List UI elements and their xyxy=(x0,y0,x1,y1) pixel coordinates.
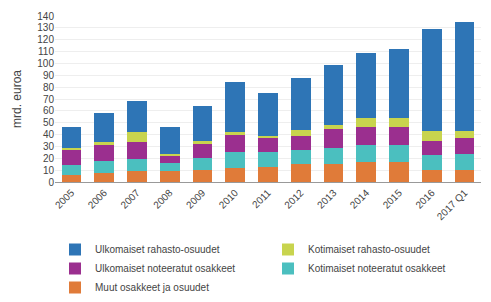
svg-text:120: 120 xyxy=(37,34,54,45)
svg-text:10: 10 xyxy=(43,165,55,176)
svg-text:Ulkomaiset noteeratut osakkeet: Ulkomaiset noteeratut osakkeet xyxy=(95,263,235,274)
svg-text:Kotimaiset noteeratut osakkeet: Kotimaiset noteeratut osakkeet xyxy=(308,263,446,274)
svg-text:2017 Q1: 2017 Q1 xyxy=(435,187,470,222)
svg-text:100: 100 xyxy=(37,58,54,69)
svg-text:2008: 2008 xyxy=(151,187,175,211)
svg-text:2011: 2011 xyxy=(250,187,273,210)
svg-text:50: 50 xyxy=(43,117,55,128)
svg-text:60: 60 xyxy=(43,105,55,116)
svg-text:2015: 2015 xyxy=(381,187,405,211)
svg-text:140: 140 xyxy=(37,11,54,22)
svg-text:2009: 2009 xyxy=(184,187,208,211)
svg-text:Kotimaiset rahasto-osuudet: Kotimaiset rahasto-osuudet xyxy=(308,244,430,255)
svg-text:Ulkomaiset rahasto-osuudet: Ulkomaiset rahasto-osuudet xyxy=(95,244,220,255)
svg-text:2006: 2006 xyxy=(86,187,110,211)
svg-text:90: 90 xyxy=(43,70,55,81)
svg-text:30: 30 xyxy=(43,141,55,152)
svg-text:80: 80 xyxy=(43,82,55,93)
svg-text:2005: 2005 xyxy=(53,187,77,211)
svg-text:mrd. euroa: mrd. euroa xyxy=(10,70,24,128)
svg-text:20: 20 xyxy=(43,153,55,164)
svg-text:70: 70 xyxy=(43,94,55,105)
svg-text:Muut osakkeet ja osuudet: Muut osakkeet ja osuudet xyxy=(95,282,209,293)
svg-text:2016: 2016 xyxy=(413,187,437,211)
svg-text:2013: 2013 xyxy=(315,187,339,211)
svg-text:2007: 2007 xyxy=(118,187,142,211)
svg-text:130: 130 xyxy=(37,22,54,33)
svg-text:0: 0 xyxy=(48,177,54,188)
svg-text:2010: 2010 xyxy=(217,187,241,211)
svg-text:2012: 2012 xyxy=(282,187,306,211)
svg-text:110: 110 xyxy=(38,46,54,57)
svg-text:40: 40 xyxy=(43,129,55,140)
svg-text:2014: 2014 xyxy=(348,187,372,211)
